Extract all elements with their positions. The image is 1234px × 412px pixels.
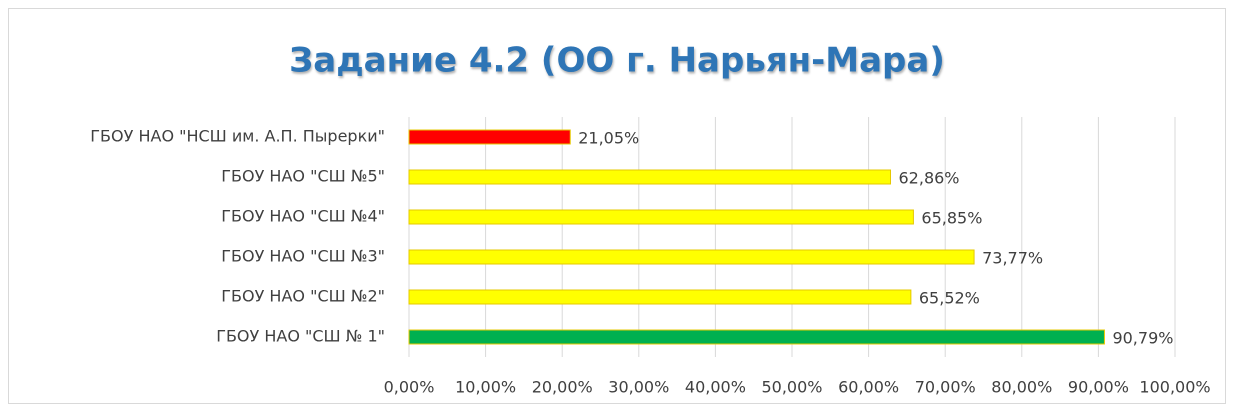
chart-title: Задание 4.2 (ОО г. Нарьян-Мара) bbox=[289, 41, 945, 81]
x-tick-label: 60,00% bbox=[838, 378, 899, 397]
x-tick-label: 100,00% bbox=[1139, 378, 1210, 397]
bar bbox=[408, 329, 1105, 345]
x-tick-label: 0,00% bbox=[384, 378, 435, 397]
bar bbox=[408, 249, 975, 265]
data-label: 90,79% bbox=[1112, 329, 1173, 348]
x-tick-label: 30,00% bbox=[608, 378, 669, 397]
x-tick-label: 70,00% bbox=[915, 378, 976, 397]
x-tick-label: 50,00% bbox=[761, 378, 822, 397]
bar bbox=[408, 169, 892, 185]
bar bbox=[408, 289, 912, 305]
x-tick-label: 10,00% bbox=[455, 378, 516, 397]
x-tick-label: 80,00% bbox=[991, 378, 1052, 397]
bar bbox=[408, 209, 914, 225]
y-tick-label: ГБОУ НАО "НСШ им. А.П. Пырерки" bbox=[90, 127, 385, 146]
x-tick-label: 20,00% bbox=[532, 378, 593, 397]
y-tick-label: ГБОУ НАО "СШ №2" bbox=[221, 287, 385, 306]
x-tick-label: 90,00% bbox=[1068, 378, 1129, 397]
data-label: 73,77% bbox=[982, 249, 1043, 268]
data-label: 65,52% bbox=[919, 289, 980, 308]
y-tick-label: ГБОУ НАО "СШ №4" bbox=[221, 207, 385, 226]
y-tick-label: ГБОУ НАО "СШ №3" bbox=[221, 247, 385, 266]
bar bbox=[408, 129, 571, 145]
data-label: 21,05% bbox=[578, 129, 639, 148]
data-label: 65,85% bbox=[921, 209, 982, 228]
x-tick-label: 40,00% bbox=[685, 378, 746, 397]
y-tick-label: ГБОУ НАО "СШ № 1" bbox=[216, 327, 385, 346]
data-label: 62,86% bbox=[899, 169, 960, 188]
y-tick-label: ГБОУ НАО "СШ №5" bbox=[221, 167, 385, 186]
